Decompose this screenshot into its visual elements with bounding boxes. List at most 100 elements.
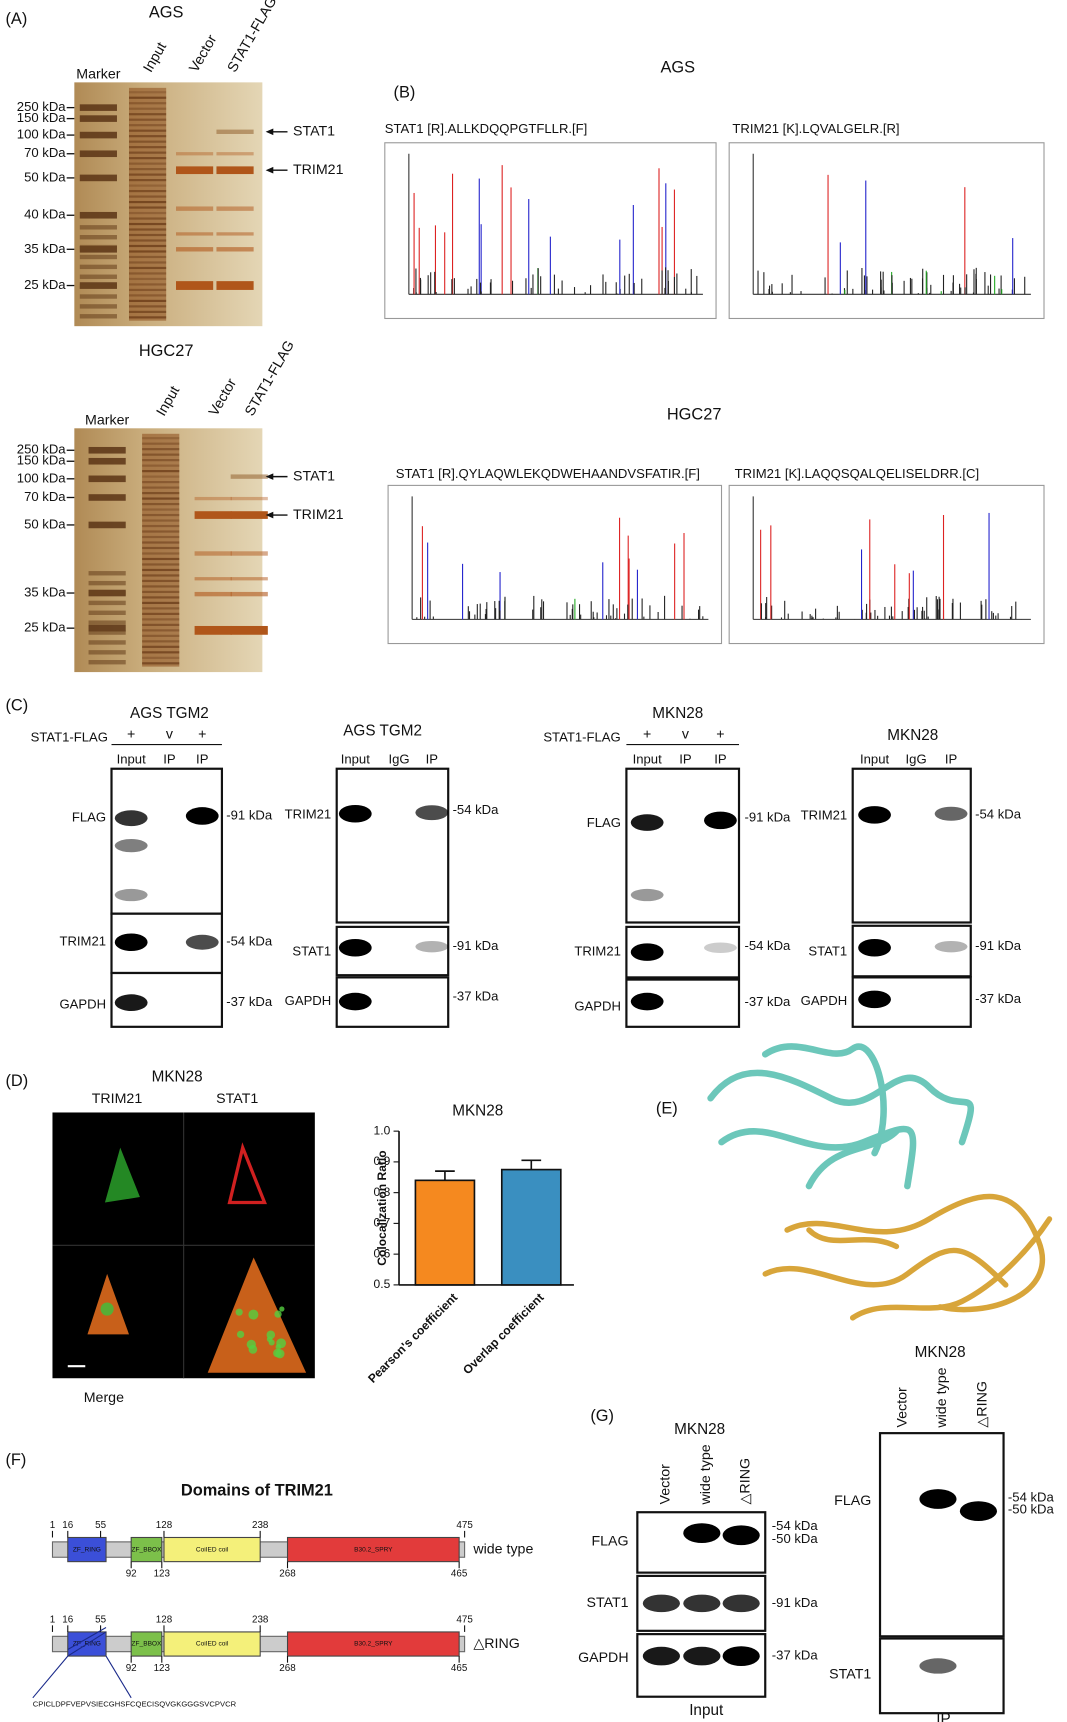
gel-band xyxy=(128,189,167,193)
lane-label: Vector xyxy=(895,1387,911,1428)
marker-label: 40 kDa xyxy=(24,207,66,222)
panel-label: (B) xyxy=(394,84,416,102)
position-label: 128 xyxy=(156,1520,173,1531)
row-label: GAPDH xyxy=(801,993,848,1008)
blot-band xyxy=(919,1489,957,1509)
gel-band xyxy=(128,228,167,231)
gel-band xyxy=(216,206,254,211)
y-tick-label: 0.8 xyxy=(374,1185,391,1199)
sign: + xyxy=(127,726,135,742)
spectrum-title: STAT1 [R].ALLKDQQPGTFLLR.[F] xyxy=(385,121,588,136)
bar xyxy=(414,1179,476,1286)
ribbon xyxy=(784,1193,1045,1313)
construct-label: △RING xyxy=(473,1636,519,1652)
lane-label: STAT1-FLAG xyxy=(242,338,298,419)
gel-band xyxy=(142,656,180,659)
domain-label: B30.2_SPRY xyxy=(354,1546,393,1553)
lane-label: △RING xyxy=(737,1458,753,1505)
cell-dot xyxy=(246,1339,256,1350)
gel-band xyxy=(142,508,180,511)
gel-band xyxy=(176,247,214,252)
gel-band xyxy=(88,475,126,483)
gel-band xyxy=(142,453,180,456)
position-label: 238 xyxy=(252,1614,269,1625)
gel-band xyxy=(88,610,126,615)
gel-band xyxy=(230,496,268,501)
lane-label: IP xyxy=(679,751,692,766)
lane-label: IP xyxy=(163,751,176,766)
chart-title: MKN28 xyxy=(452,1102,503,1119)
gel-band xyxy=(79,294,117,299)
blot-band xyxy=(683,1523,721,1543)
domain xyxy=(286,1631,460,1657)
blot-band xyxy=(114,839,148,853)
gel-band xyxy=(142,596,180,599)
gel-band xyxy=(128,173,167,176)
domain-label: ZF_BBOX xyxy=(132,1546,162,1553)
position-label: 123 xyxy=(154,1663,171,1674)
gel-band xyxy=(142,535,180,539)
blot-band xyxy=(338,992,372,1011)
size-label: -91 kDa xyxy=(744,810,791,825)
row-label: GAPDH xyxy=(574,998,621,1013)
blot-band xyxy=(114,994,148,1012)
blot-title: AGS TGM2 xyxy=(343,722,422,739)
deletion-mark xyxy=(32,1627,132,1699)
position-label: 92 xyxy=(126,1568,137,1579)
band-label: TRIM21 xyxy=(293,162,344,178)
size-label: -37 kDa xyxy=(772,1648,819,1663)
blot-band xyxy=(630,814,664,831)
y-tick-label: 0.9 xyxy=(374,1154,391,1168)
spectrum-title: TRIM21 [K].LAQQSQALQELISELDRR.[C] xyxy=(735,466,980,481)
cell-dot xyxy=(100,1302,114,1316)
panel-title: Domains of TRIM21 xyxy=(181,1482,333,1500)
ribbon xyxy=(761,1043,887,1157)
lane-label: Input xyxy=(154,383,184,419)
position-label: 268 xyxy=(279,1568,296,1579)
domain xyxy=(286,1536,460,1563)
row-label: TRIM21 xyxy=(801,807,848,822)
lane-label: wide type xyxy=(934,1367,950,1428)
gel-band xyxy=(79,225,117,230)
lane-label: Marker xyxy=(76,66,120,82)
band-label: STAT1 xyxy=(293,124,335,140)
gel-band xyxy=(142,513,180,517)
gel-band xyxy=(176,281,214,290)
gel-band xyxy=(230,474,268,479)
blot-band xyxy=(185,807,219,825)
gel-band xyxy=(142,590,180,594)
gel-band xyxy=(216,247,254,252)
position-label: 16 xyxy=(62,1520,73,1531)
gel-smear xyxy=(128,87,167,321)
blot-band xyxy=(114,810,148,827)
blot-frame xyxy=(878,1432,1005,1638)
cell-dot xyxy=(279,1306,285,1312)
marker-label: 100 kDa xyxy=(17,470,66,485)
gel-band xyxy=(230,591,268,597)
gel-band xyxy=(88,457,126,465)
domain xyxy=(163,1536,261,1563)
position-label: 238 xyxy=(252,1520,269,1531)
gel-band xyxy=(142,563,180,566)
gel-band xyxy=(142,623,180,626)
position-label: 92 xyxy=(126,1663,137,1674)
lane-label: Input xyxy=(140,40,170,76)
gel-band xyxy=(128,107,167,110)
size-label: -91 kDa xyxy=(975,938,1022,953)
gel-band xyxy=(216,281,254,290)
row-label: TRIM21 xyxy=(285,806,332,821)
spectrum-frame xyxy=(387,484,723,645)
lane-label: △RING xyxy=(975,1381,991,1428)
marker-label: 150 kDa xyxy=(17,110,66,125)
blot-band xyxy=(704,942,737,954)
panel-title: MKN28 xyxy=(152,1068,203,1085)
y-tick-label: 0.6 xyxy=(374,1246,391,1260)
gel-band xyxy=(142,530,180,533)
marker-label: 150 kDa xyxy=(17,453,66,468)
gel-band xyxy=(128,255,167,259)
gel-band xyxy=(230,511,268,519)
lane-label: STAT1-FLAG xyxy=(225,0,281,75)
gel-band xyxy=(142,579,180,583)
